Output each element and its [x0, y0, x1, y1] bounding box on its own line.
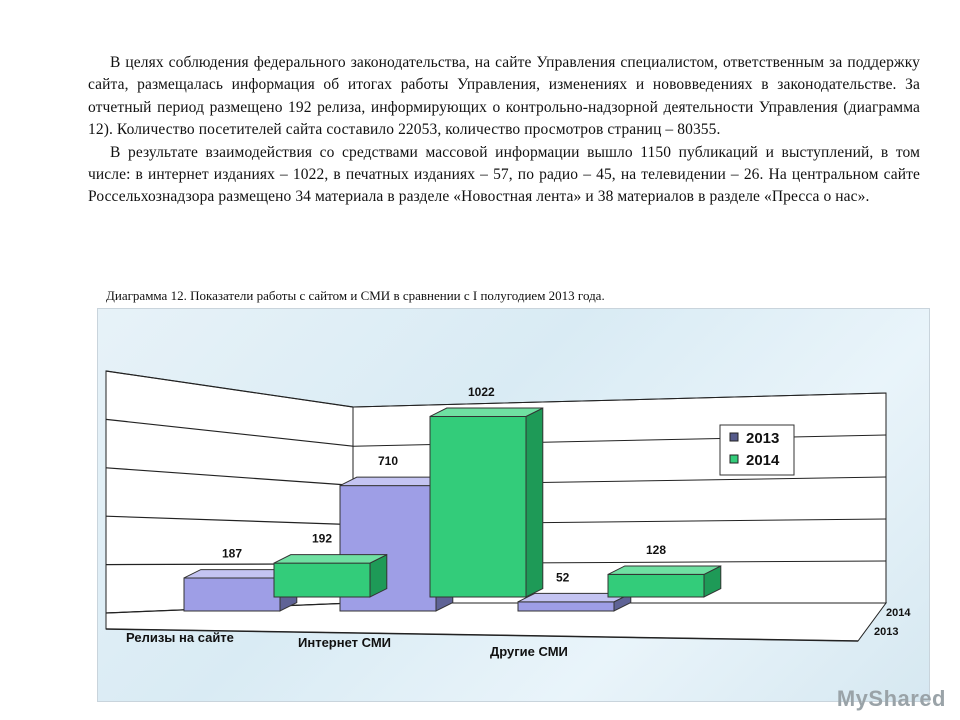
bar-front: [183, 577, 281, 612]
chart-caption: Диаграмма 12. Показатели работы с сайтом…: [106, 288, 605, 303]
category-label-1: Интернет СМИ: [298, 635, 391, 650]
legend: 2013 2014: [719, 424, 795, 476]
legend-label-2013: 2013: [746, 430, 779, 447]
bar-2014-1: [429, 407, 544, 598]
category-label-2: Другие СМИ: [490, 644, 568, 659]
data-label-2014-0: 192: [312, 532, 332, 546]
depth-label-2014: 2014: [886, 607, 911, 619]
bar-top: [273, 554, 388, 564]
grid-line-side: [105, 515, 354, 526]
grid-line-side: [105, 418, 354, 447]
bar-front: [607, 573, 705, 598]
grid-line-side: [105, 467, 354, 486]
legend-swatch-2013: [729, 432, 739, 442]
bar-front: [429, 415, 527, 598]
chart-container: 187 710 52 192 1022 128 2013 2014 Релизы на с…: [97, 308, 930, 702]
grid-line-back: [352, 392, 887, 408]
bar-2013-2: [517, 592, 632, 612]
data-label-2013-1: 710: [378, 454, 398, 468]
bar-2014-2: [607, 565, 722, 598]
watermark-logo: MyShared: [836, 686, 946, 711]
paragraph-2: В результате взаимодействия со средствам…: [88, 143, 920, 206]
labels-layer: 187 710 52 192 1022 128: [222, 385, 666, 584]
grid-line-side: [105, 370, 354, 408]
bar-top: [429, 407, 544, 417]
data-label-2013-2: 52: [556, 570, 570, 584]
bar-chart: 187 710 52 192 1022 128 2013 2014 Релизы на с…: [105, 370, 911, 659]
paragraph-1: В целях соблюдения федерального законода…: [88, 54, 920, 139]
depth-label-2013: 2013: [874, 626, 898, 638]
legend-swatch-2014: [729, 454, 739, 464]
depth-labels: 2014 2013: [874, 607, 911, 638]
bar-front: [273, 562, 371, 598]
data-label-2014-2: 128: [646, 543, 666, 557]
legend-label-2014: 2014: [746, 452, 780, 469]
category-label-0: Релизы на сайте: [126, 630, 234, 645]
category-labels: Релизы на сайте Интернет СМИ Другие СМИ: [126, 630, 568, 659]
bar-side: [525, 407, 544, 598]
bar-front: [517, 601, 615, 612]
bar-2014-0: [273, 553, 388, 598]
data-label-2014-1: 1022: [468, 385, 495, 399]
document-text: В целях соблюдения федерального законода…: [88, 52, 920, 209]
bar-top: [607, 565, 722, 575]
bars-layer: [183, 407, 722, 612]
data-label-2013-0: 187: [222, 547, 242, 561]
